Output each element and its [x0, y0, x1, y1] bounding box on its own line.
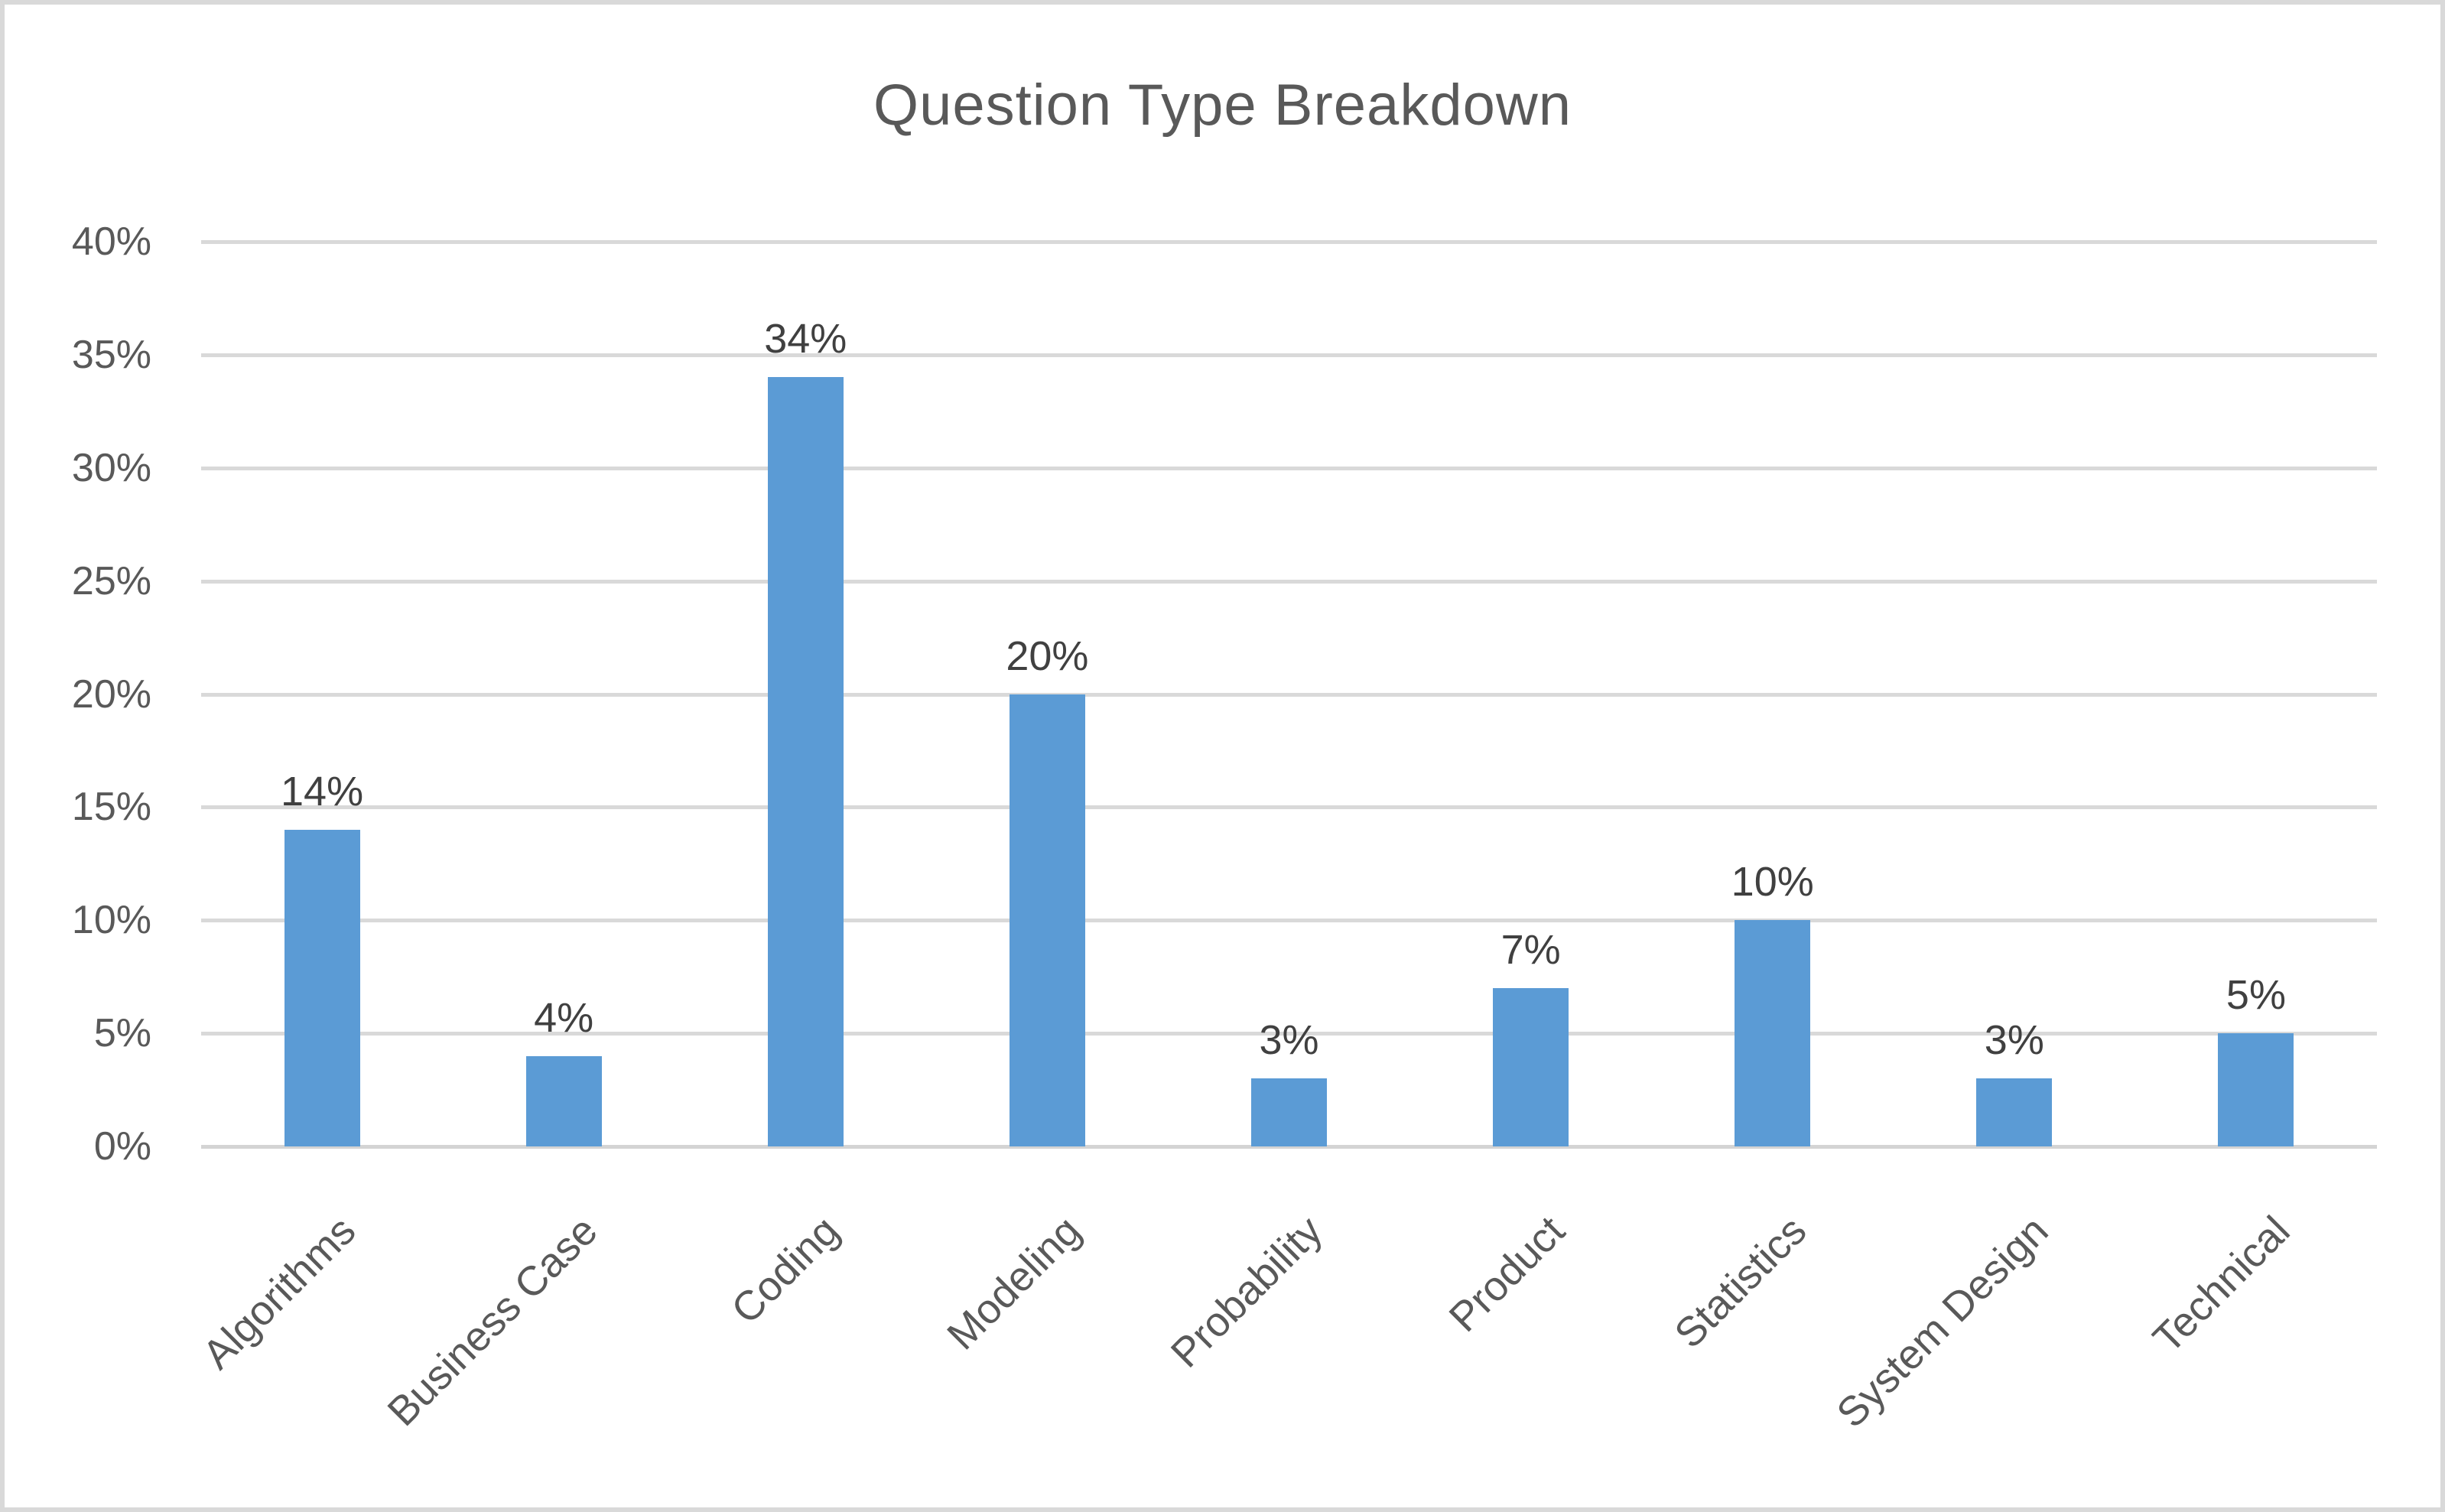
x-category-label: Probability: [1162, 1208, 1331, 1377]
data-label: 7%: [1500, 926, 1561, 973]
x-category-label: System Design: [1828, 1208, 2057, 1437]
gridline: [201, 353, 2377, 357]
y-tick-label: 25%: [71, 558, 151, 603]
y-tick-label: 40%: [71, 219, 151, 264]
bar-product[interactable]: [1493, 987, 1569, 1146]
gridline: [201, 466, 2377, 470]
gridline: [201, 240, 2377, 244]
chart-title: Question Type Breakdown: [873, 73, 1572, 138]
bar-algorithms[interactable]: [284, 829, 360, 1146]
y-tick-label: 15%: [71, 785, 151, 830]
data-label: 10%: [1731, 859, 1814, 906]
gridline: [201, 692, 2377, 697]
data-label: 14%: [281, 768, 364, 815]
y-tick-label: 30%: [71, 445, 151, 490]
y-tick-label: 20%: [71, 671, 151, 717]
y-tick-label: 10%: [71, 898, 151, 943]
data-label: 20%: [1006, 632, 1089, 679]
x-category-label: Technical: [2144, 1208, 2299, 1362]
gridline: [201, 919, 2377, 923]
bar-coding[interactable]: [767, 377, 844, 1146]
y-tick-label: 0%: [93, 1124, 151, 1169]
y-tick-label: 5%: [93, 1011, 151, 1056]
data-label: 3%: [1984, 1017, 2044, 1064]
bar-business-case[interactable]: [525, 1055, 602, 1146]
x-category-label: Coding: [723, 1208, 848, 1333]
gridline: [201, 805, 2377, 810]
bar-statistics[interactable]: [1735, 920, 1811, 1146]
data-label: 4%: [534, 994, 594, 1041]
data-label: 34%: [764, 316, 847, 363]
bar-system-design[interactable]: [1976, 1078, 2053, 1146]
x-category-label: Product: [1440, 1208, 1574, 1341]
x-category-label: Statistics: [1665, 1208, 1816, 1358]
x-category-label: Modeling: [938, 1208, 1090, 1359]
data-label: 5%: [2226, 972, 2286, 1019]
x-category-label: Business Case: [379, 1208, 606, 1436]
x-category-label: Algorithms: [193, 1208, 365, 1378]
gridline: [201, 579, 2377, 584]
bar-probability[interactable]: [1251, 1078, 1327, 1146]
x-axis-line: [201, 1145, 2377, 1149]
bar-technical[interactable]: [2218, 1033, 2294, 1146]
y-tick-label: 35%: [71, 332, 151, 377]
bar-modeling[interactable]: [1009, 694, 1085, 1146]
gridline: [201, 1032, 2377, 1036]
data-label: 3%: [1259, 1017, 1319, 1064]
